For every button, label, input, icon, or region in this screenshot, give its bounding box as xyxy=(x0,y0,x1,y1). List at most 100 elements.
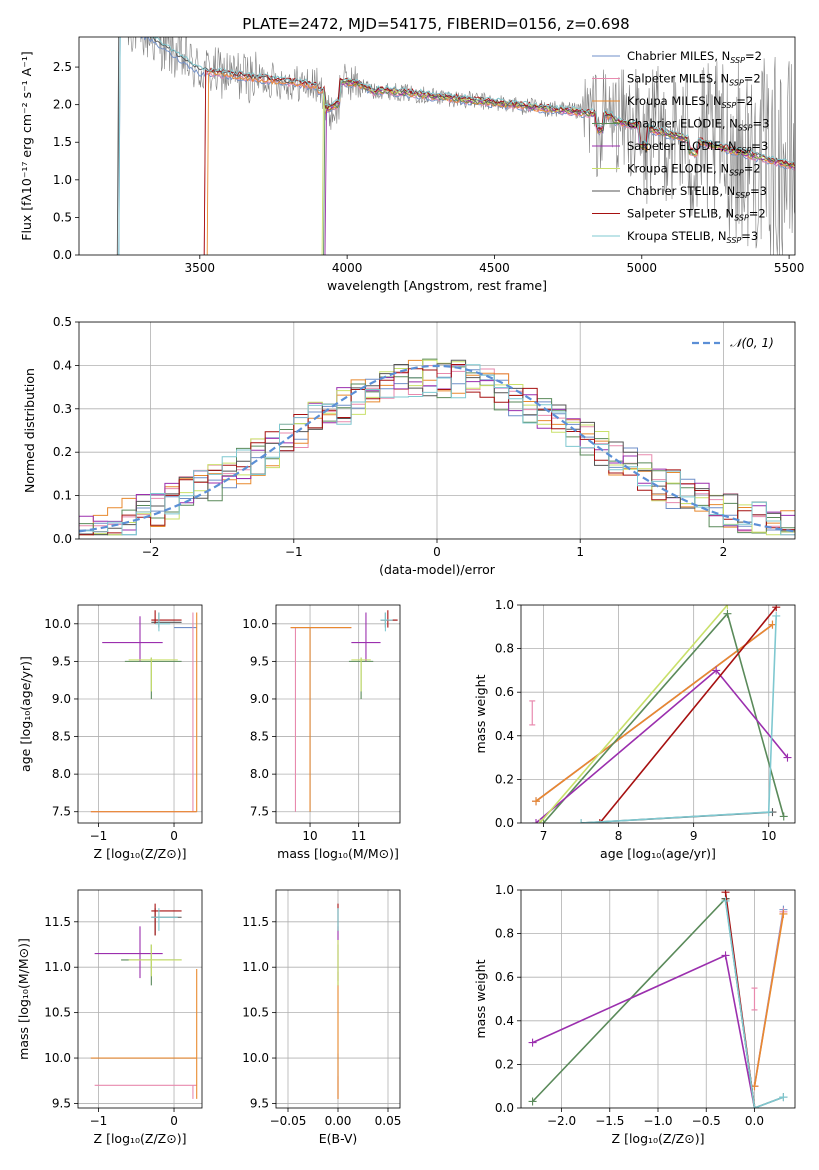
weight-marker xyxy=(779,812,788,821)
weight-line xyxy=(539,605,729,823)
weight-vs-Z-ytick-label: 0.8 xyxy=(495,927,514,941)
residuals-panel: −2 −1 0 1 2 0.0 0.1 0.2 0.3 0.4 0.5 (data-model)/er… xyxy=(22,315,796,577)
residual-histogram xyxy=(79,364,795,539)
age-vs-mass-ytick-label: 9.5 xyxy=(250,654,269,668)
spectrum-ytick-label: 0.0 xyxy=(53,248,72,262)
weight-marker xyxy=(783,753,792,762)
age-vs-mass-ytick-label: 7.5 xyxy=(250,805,269,819)
mass-vs-Z-xtick-label: 0 xyxy=(170,1114,178,1128)
age-vs-Z-ytick-label: 9.0 xyxy=(52,692,71,706)
weight-marker xyxy=(532,797,541,806)
spectrum-frame xyxy=(78,36,796,256)
residuals-ytick-label: 0.5 xyxy=(53,315,72,329)
weight-marker xyxy=(535,819,544,823)
mass-vs-Z-ytick-label: 11.0 xyxy=(44,960,71,974)
weight-vs-Z-xtick-label: 0.0 xyxy=(745,1114,764,1128)
residuals-legend: 𝒩(0, 1) xyxy=(692,336,774,350)
age-vs-mass-plot-area xyxy=(276,605,400,823)
spectrum-plot-area xyxy=(116,37,795,255)
weight-marker xyxy=(772,605,781,612)
mass-vs-Z-ylabel: mass [log₁₀(M/M⊙)] xyxy=(16,938,31,1060)
weight-line xyxy=(535,623,773,802)
spectrum-xtick-label: 4500 xyxy=(479,261,510,275)
weight-line xyxy=(753,913,785,1087)
mass-vs-ebv-ytick-label: 9.5 xyxy=(250,1096,269,1110)
weight-vs-age-xtick-label: 9 xyxy=(690,829,698,843)
weight-vs-age-ylabel: mass weight xyxy=(473,674,488,753)
weight-marker xyxy=(750,1104,759,1108)
weight-vs-age-ytick-label: 0.0 xyxy=(495,816,514,830)
weight-vs-Z-ytick-label: 0.2 xyxy=(495,1057,514,1071)
weight-vs-age-ytick-label: 0.8 xyxy=(495,642,514,656)
mass-vs-Z-ytick-label: 9.5 xyxy=(52,1096,71,1110)
weight-vs-age-ytick-label: 0.4 xyxy=(495,729,514,743)
spectrum-xtick-label: 5000 xyxy=(627,261,658,275)
age-vs-Z-ytick-label: 7.5 xyxy=(52,805,71,819)
weight-marker xyxy=(721,896,730,905)
weight-vs-Z-panel: −2.0 −1.5 −1.0 −0.5 0.0 0.0 0.2 0.4 0.6 0.8 1.0 Z [… xyxy=(473,883,796,1146)
legend-entry: Salpeter STELIB, NSSP=2 xyxy=(627,207,766,223)
mass-vs-ebv-xtick-label: 0.00 xyxy=(325,1114,352,1128)
figure-title: PLATE=2472, MJD=54175, FIBERID=0156, z=0… xyxy=(242,15,629,33)
weight-line xyxy=(599,606,777,823)
weight-vs-Z-xtick-label: −1.0 xyxy=(643,1114,672,1128)
weight-vs-Z-ytick-label: 0.4 xyxy=(495,1014,514,1028)
mass-vs-ebv-panel: −0.05 0.00 0.05 9.5 10.0 10.5 11.0 11.5 E(B-V) xyxy=(242,889,401,1146)
residuals-ytick-label: 0.2 xyxy=(53,445,72,459)
residuals-xtick-label: −2 xyxy=(142,545,160,559)
weight-marker xyxy=(528,1097,537,1106)
residuals-ytick-label: 0.3 xyxy=(53,402,72,416)
mass-vs-ebv-xlabel: E(B-V) xyxy=(319,1131,358,1146)
legend-entry: Kroupa ELODIE, NSSP=2 xyxy=(627,162,761,178)
weight-vs-age-xtick-label: 8 xyxy=(615,829,623,843)
age-vs-Z-xtick-label: −1 xyxy=(90,829,108,843)
weight-marker xyxy=(772,611,781,620)
mass-vs-ebv-plot-area xyxy=(276,890,400,1108)
weight-marker xyxy=(779,1093,788,1102)
age-vs-Z-frame xyxy=(77,604,203,824)
residuals-ylabel: Normed distribution xyxy=(22,368,37,493)
age-vs-mass-panel: 10 11 7.5 8.0 8.5 9.0 9.5 10.0 mass [log₁₀(M/M⊙)… xyxy=(242,604,401,861)
weight-vs-age-ytick-label: 0.6 xyxy=(495,685,514,699)
weight-marker xyxy=(723,609,732,618)
observed-spectrum-line xyxy=(118,37,795,255)
age-vs-Z-ytick-label: 8.0 xyxy=(52,767,71,781)
mass-vs-ebv-frame xyxy=(275,889,401,1109)
weight-vs-age-xtick-label: 10 xyxy=(761,829,776,843)
mass-vs-ebv-ytick-label: 11.5 xyxy=(242,915,269,929)
mass-vs-ebv-ytick-label: 10.5 xyxy=(242,1006,269,1020)
weight-marker xyxy=(712,666,721,675)
weight-vs-Z-plot-area xyxy=(521,890,795,1108)
residuals-xlabel: (data-model)/error xyxy=(379,562,496,577)
spectrum-xtick-label: 4000 xyxy=(332,261,363,275)
weight-marker xyxy=(577,819,586,823)
model-spectrum-line xyxy=(203,67,795,255)
age-vs-mass-ytick-label: 8.0 xyxy=(250,767,269,781)
residuals-xtick-label: −1 xyxy=(285,545,303,559)
mass-vs-ebv-ytick-label: 11.0 xyxy=(242,960,269,974)
model-spectrum-line xyxy=(118,37,795,255)
weight-vs-Z-xtick-label: −0.5 xyxy=(692,1114,721,1128)
mass-vs-ebv-xtick-label: −0.05 xyxy=(270,1114,307,1128)
mass-vs-Z-plot-area xyxy=(78,890,202,1108)
mass-vs-Z-ytick-label: 10.0 xyxy=(44,1051,71,1065)
age-vs-mass-ytick-label: 10.0 xyxy=(242,617,269,631)
weight-vs-age-xlabel: age [log₁₀(age/yr)] xyxy=(600,846,716,861)
weight-marker xyxy=(779,909,788,918)
mass-vs-Z-xtick-label: −1 xyxy=(90,1114,108,1128)
age-vs-Z-ytick-label: 9.5 xyxy=(52,654,71,668)
age-vs-mass-ytick-label: 8.5 xyxy=(250,730,269,744)
age-vs-Z-ylabel: age [log₁₀(age/yr)] xyxy=(18,656,33,772)
spectrum-ytick-label: 1.0 xyxy=(53,173,72,187)
spectrum-xtick-label: 3500 xyxy=(185,261,216,275)
residuals-xtick-label: 0 xyxy=(433,545,441,559)
gaussian-curve xyxy=(79,364,795,533)
spectrum-ytick-label: 0.5 xyxy=(53,210,72,224)
weight-vs-age-ytick-label: 1.0 xyxy=(495,598,514,612)
age-vs-Z-ytick-label: 10.0 xyxy=(44,617,71,631)
weight-vs-Z-ylabel: mass weight xyxy=(473,959,488,1038)
mass-vs-Z-ytick-label: 11.5 xyxy=(44,915,71,929)
mass-vs-Z-xlabel: Z [log₁₀(Z/Z⊙)] xyxy=(94,1131,187,1146)
weight-marker xyxy=(539,819,548,823)
